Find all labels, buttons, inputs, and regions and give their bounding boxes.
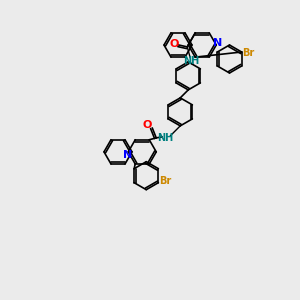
Text: N: N: [213, 38, 222, 48]
Text: NH: NH: [183, 56, 200, 66]
Text: NH: NH: [157, 133, 173, 143]
Text: Br: Br: [159, 176, 171, 186]
Text: O: O: [169, 39, 179, 49]
Text: N: N: [123, 150, 132, 160]
Text: O: O: [142, 120, 152, 130]
Text: Br: Br: [242, 48, 255, 58]
